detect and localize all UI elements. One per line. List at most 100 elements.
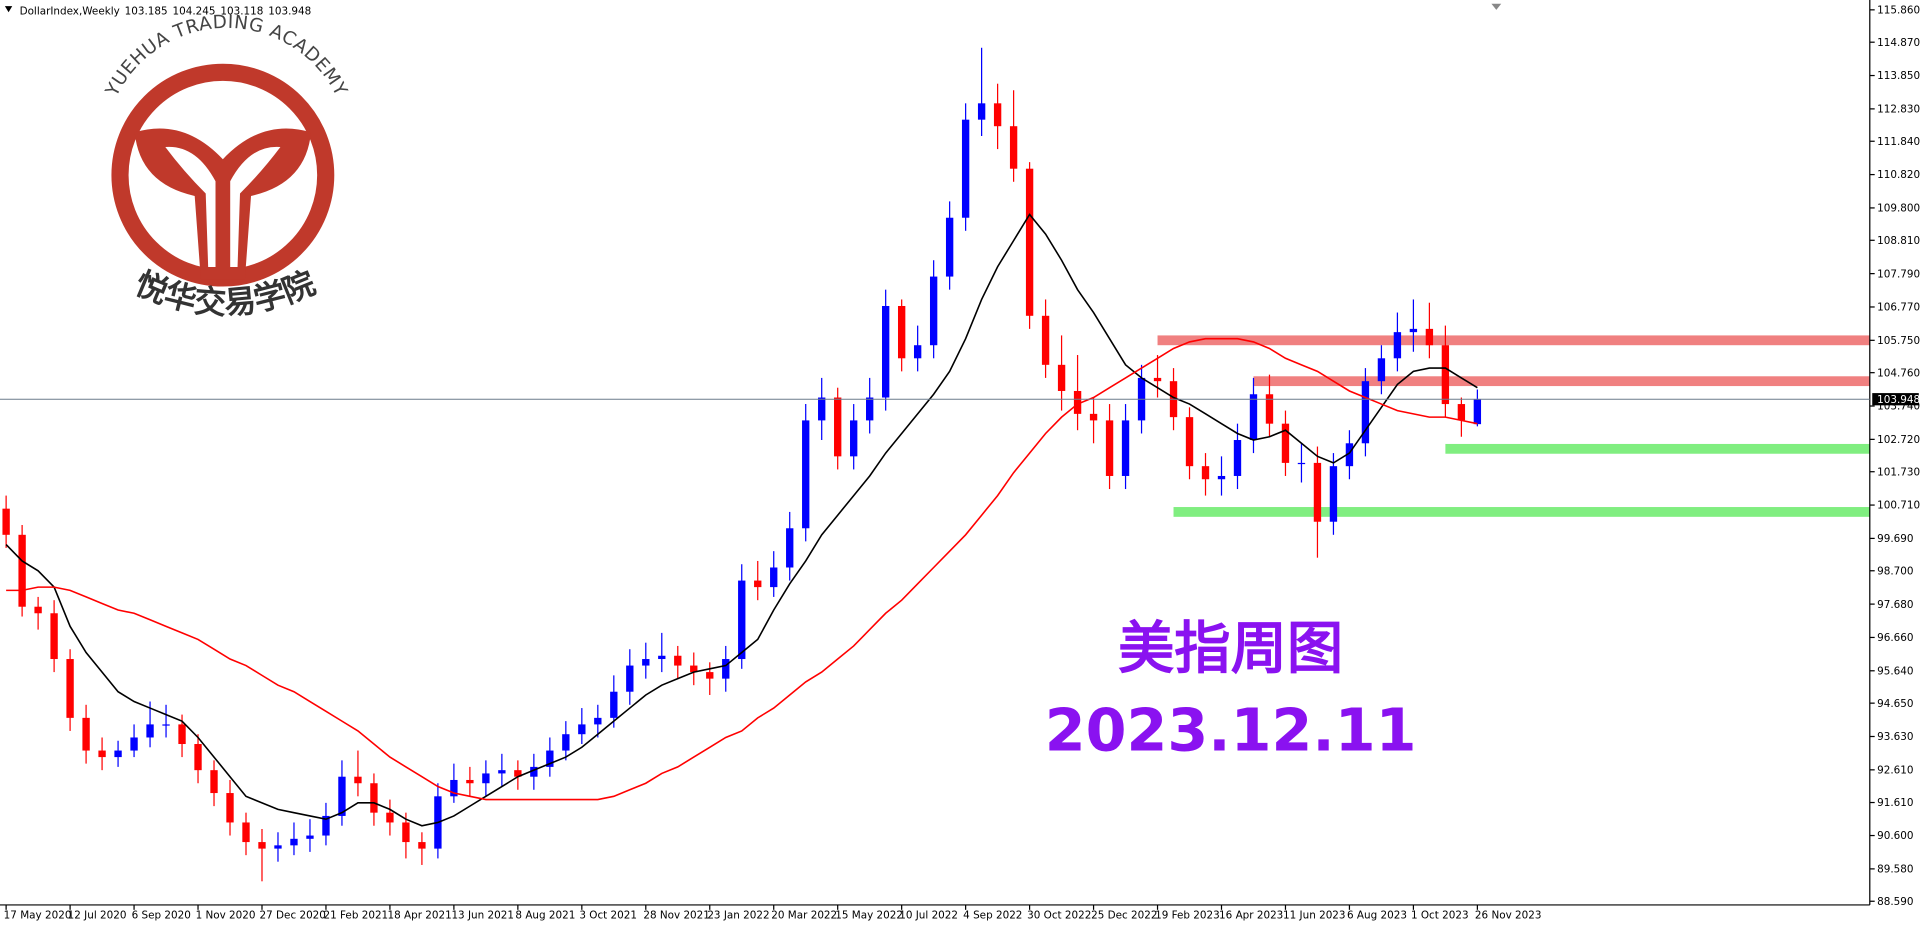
y-tick-label: 92.610 xyxy=(1877,765,1913,777)
current-price-box xyxy=(1872,393,1919,406)
candle-body xyxy=(1393,332,1402,359)
x-tick-label: 16 Apr 2023 xyxy=(1219,909,1283,921)
candle-body xyxy=(626,665,634,692)
y-tick-label: 103.740 xyxy=(1877,401,1920,413)
x-tick-label: 28 Nov 2021 xyxy=(643,909,710,921)
candle-body xyxy=(1041,315,1050,365)
candle-body xyxy=(1201,466,1210,480)
x-tick-label: 27 Dec 2020 xyxy=(260,909,326,921)
candle-body xyxy=(450,779,458,797)
candle-body xyxy=(1409,328,1418,333)
y-tick-label: 111.840 xyxy=(1877,136,1920,148)
candle-body xyxy=(1153,377,1162,382)
candle-body xyxy=(1009,126,1018,169)
candle-body xyxy=(578,724,586,735)
x-tick-label: 8 Aug 2021 xyxy=(515,909,575,921)
header-open: 103.185 xyxy=(125,6,168,18)
candle-body xyxy=(866,397,874,421)
candle-body xyxy=(562,734,570,751)
annotation-title: 美指周图 xyxy=(1118,615,1343,681)
current-price-label: 103.948 xyxy=(1877,394,1920,406)
y-tick-label: 105.750 xyxy=(1877,335,1920,347)
y-tick-label: 107.790 xyxy=(1877,268,1920,280)
candle-body xyxy=(722,659,730,679)
candle-body xyxy=(418,842,426,849)
candle-body xyxy=(818,397,826,421)
candle-body xyxy=(706,672,714,679)
candle-body xyxy=(770,567,778,588)
x-tick-label: 17 May 2020 xyxy=(4,909,72,921)
x-tick-label: 30 Oct 2022 xyxy=(1027,909,1091,921)
x-tick-label: 4 Sep 2022 xyxy=(963,909,1022,921)
candle-body xyxy=(50,613,58,660)
y-tick-label: 114.870 xyxy=(1877,37,1920,49)
candle-body xyxy=(1281,423,1290,463)
y-tick-label: 93.630 xyxy=(1877,731,1913,743)
candle-body xyxy=(82,717,90,751)
candle-body xyxy=(1249,394,1258,441)
candle-body xyxy=(466,779,474,784)
x-tick-label: 1 Oct 2023 xyxy=(1411,909,1469,921)
logo-emblem-detail xyxy=(165,146,281,267)
candle-body xyxy=(2,508,10,535)
candle-body xyxy=(993,103,1002,127)
candle-body xyxy=(882,305,890,398)
candle-body xyxy=(929,276,938,346)
candle-body xyxy=(1105,420,1114,476)
x-tick-label: 1 Nov 2020 xyxy=(196,909,256,921)
x-tick-label: 3 Oct 2021 xyxy=(579,909,637,921)
candle-body xyxy=(1217,475,1226,480)
candle-body xyxy=(354,776,362,784)
y-tick-label: 106.770 xyxy=(1877,302,1920,314)
candle-body xyxy=(1361,381,1370,444)
candle-body xyxy=(913,345,922,359)
candle-body xyxy=(738,580,746,660)
logo-emblem xyxy=(134,128,312,280)
moving-average xyxy=(6,337,1478,801)
candle-body xyxy=(258,842,266,849)
y-tick-label: 112.830 xyxy=(1877,104,1920,116)
shift-marker[interactable] xyxy=(1491,3,1502,10)
y-tick-label: 109.800 xyxy=(1877,203,1920,215)
y-tick-label: 115.860 xyxy=(1877,5,1920,17)
candle-body xyxy=(1313,462,1322,522)
level-band xyxy=(1173,507,1870,517)
candle-body xyxy=(1121,420,1130,476)
candle-body xyxy=(402,822,410,843)
candle-body xyxy=(610,691,618,718)
candle-body xyxy=(1185,417,1194,467)
x-tick-label: 20 Mar 2022 xyxy=(771,909,837,921)
candle-body xyxy=(674,655,682,666)
y-tick-label: 104.760 xyxy=(1877,367,1920,379)
candle-body xyxy=(226,793,234,823)
candle-body xyxy=(290,838,298,846)
candle-body xyxy=(66,659,74,718)
candle-body xyxy=(482,773,490,784)
header: DollarIndex,Weekly 103.185 104.245 103.118 1… xyxy=(20,6,312,18)
annotation-date: 2023.12.11 xyxy=(1045,696,1417,765)
y-tick-label: 100.710 xyxy=(1877,500,1920,512)
x-tick-label: 11 Jun 2023 xyxy=(1283,909,1346,921)
y-tick-label: 102.720 xyxy=(1877,434,1920,446)
y-tick-label: 90.600 xyxy=(1877,830,1913,842)
y-tick-label: 94.650 xyxy=(1877,698,1913,710)
candle-body xyxy=(1329,466,1338,522)
candle-body xyxy=(1425,328,1434,346)
x-tick-label: 19 Feb 2023 xyxy=(1155,909,1220,921)
candle-body xyxy=(322,815,330,836)
x-tick-label: 10 Jul 2022 xyxy=(899,909,958,921)
candle-body xyxy=(977,103,986,120)
x-tick-label: 23 Jan 2022 xyxy=(707,909,769,921)
candle-body xyxy=(306,835,314,839)
menu-marker[interactable] xyxy=(4,6,13,13)
y-tick-label: 88.590 xyxy=(1877,896,1913,908)
candle-body xyxy=(1265,394,1274,424)
candle-body xyxy=(514,770,522,777)
candle-body xyxy=(498,770,506,774)
candle-body xyxy=(1073,390,1082,414)
y-tick-label: 101.730 xyxy=(1877,466,1920,478)
candle-body xyxy=(530,766,538,777)
candle-body xyxy=(274,845,282,849)
candle-body xyxy=(897,305,906,359)
